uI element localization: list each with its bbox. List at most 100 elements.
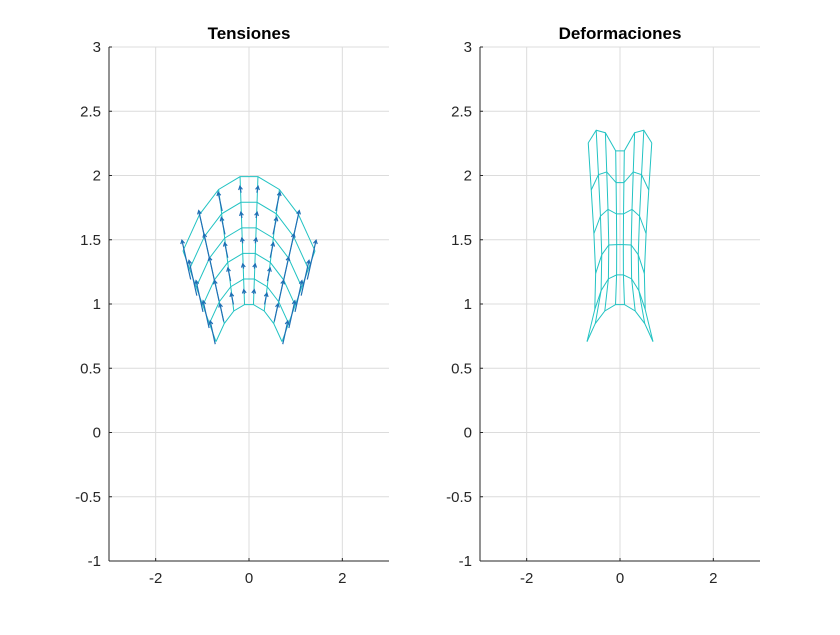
stress-arrow-head: [239, 236, 245, 242]
y-tick-label: 0.5: [80, 360, 101, 377]
mesh-ring-line: [215, 304, 283, 342]
x-tick-label: 2: [709, 570, 717, 587]
y-tick-label: 1.5: [80, 232, 101, 249]
y-tick-label: 2: [464, 168, 472, 185]
y-tick-label: 1: [464, 296, 472, 313]
stress-arrow-head: [201, 299, 207, 305]
y-tick-label: 0: [464, 425, 472, 442]
y-tick-label: 0.5: [451, 360, 472, 377]
stress-arrow: [294, 280, 303, 312]
stress-arrow-head: [218, 302, 223, 308]
mesh-radial-line: [622, 150, 625, 305]
stress-arrow-head: [229, 291, 235, 298]
y-tick-label: 2: [93, 168, 101, 185]
y-tick-label: 1: [93, 296, 101, 313]
mesh-radial-line: [594, 130, 603, 324]
mesh-radial-line: [586, 142, 597, 342]
stress-arrow: [227, 267, 232, 282]
stress-arrow: [266, 267, 271, 282]
stress-arrow: [214, 280, 220, 302]
stress-arrow-head: [270, 241, 276, 247]
stress-arrow-head: [222, 241, 228, 247]
mesh-ring-line: [189, 201, 309, 270]
y-tick-label: 3: [93, 39, 101, 56]
mesh-ring-line: [595, 244, 645, 274]
stress-arrow: [306, 240, 317, 280]
y-tick-label: 3: [464, 39, 472, 56]
stress-arrow-head: [194, 279, 200, 285]
mesh-ring-line: [208, 278, 290, 324]
stress-arrow: [282, 320, 289, 345]
stress-arrow-head: [276, 191, 282, 197]
stress-arrow: [278, 280, 284, 302]
stress-arrow-head: [240, 262, 246, 268]
stress-arrow-head: [239, 210, 244, 217]
stress-arrow: [219, 303, 225, 322]
stress-arrow: [273, 303, 279, 322]
stress-arrow: [202, 300, 210, 329]
chart-title: Deformaciones: [559, 24, 682, 43]
stress-arrow-head: [298, 279, 304, 285]
stress-arrow-head: [241, 288, 247, 294]
mesh-radial-line: [643, 142, 654, 342]
mesh-ring-line: [195, 227, 303, 288]
stress-arrow: [208, 257, 216, 282]
x-tick-label: 0: [245, 570, 253, 587]
stress-arrow: [272, 217, 278, 235]
stress-arrow: [300, 260, 310, 296]
mesh-ring-line: [590, 171, 650, 191]
x-tick-label: -2: [520, 570, 533, 587]
stress-arrow: [224, 242, 229, 258]
stress-arrow: [181, 240, 192, 280]
stress-arrow-head: [273, 216, 279, 222]
mesh-ring-line: [593, 208, 647, 234]
quiver: [180, 185, 318, 345]
y-tick-label: -1: [88, 553, 101, 570]
stress-arrow-head: [208, 319, 214, 325]
stress-arrow-head: [216, 191, 222, 197]
stress-arrow-head: [254, 210, 259, 217]
stress-arrow-head: [275, 302, 280, 308]
stress-arrow: [275, 192, 281, 212]
mesh-ring-line: [586, 304, 654, 342]
stress-arrow: [217, 192, 223, 212]
stress-arrow: [188, 260, 198, 296]
stress-arrow: [195, 280, 204, 312]
stress-arrow-head: [187, 259, 193, 265]
stress-arrow: [269, 242, 274, 258]
mesh-ring-line: [202, 252, 296, 306]
stress-arrow-head: [291, 299, 297, 305]
stress-arrow-head: [238, 185, 243, 191]
y-tick-label: -0.5: [446, 489, 472, 506]
stress-arrow: [220, 217, 226, 235]
y-tick-label: 0: [93, 425, 101, 442]
y-tick-label: 2.5: [80, 103, 101, 120]
x-tick-label: 2: [338, 570, 346, 587]
stress-arrow: [198, 210, 206, 241]
x-tick-label: -2: [149, 570, 162, 587]
stress-arrow-head: [197, 209, 202, 215]
stress-arrow-head: [263, 291, 269, 298]
axes-tensiones: -2 0 2 3 2.5 2 1.5 1 0.5 0 -0.5 -1 Tensiones: [75, 24, 389, 587]
y-tick-label: 2.5: [451, 103, 472, 120]
stress-arrow-head: [253, 236, 259, 242]
stress-arrow-head: [284, 319, 290, 325]
stress-arrow: [282, 257, 290, 282]
chart-title: Tensiones: [208, 24, 291, 43]
stress-arrow-head: [312, 239, 318, 245]
stress-arrow: [230, 293, 235, 305]
stress-arrow-head: [180, 239, 186, 245]
stress-arrow-head: [226, 266, 231, 272]
mesh-radial-line: [630, 132, 636, 312]
y-tick-label: 1.5: [451, 232, 472, 249]
stress-arrow: [288, 300, 296, 329]
y-tick-label: -0.5: [75, 489, 101, 506]
stress-arrow: [209, 320, 216, 345]
stress-arrow-head: [267, 266, 272, 272]
stress-arrow-head: [255, 185, 260, 191]
x-tick-label: 0: [616, 570, 624, 587]
mesh-radial-line: [615, 150, 618, 305]
y-tick-label: -1: [459, 553, 472, 570]
mesh-ring-line: [182, 176, 316, 251]
